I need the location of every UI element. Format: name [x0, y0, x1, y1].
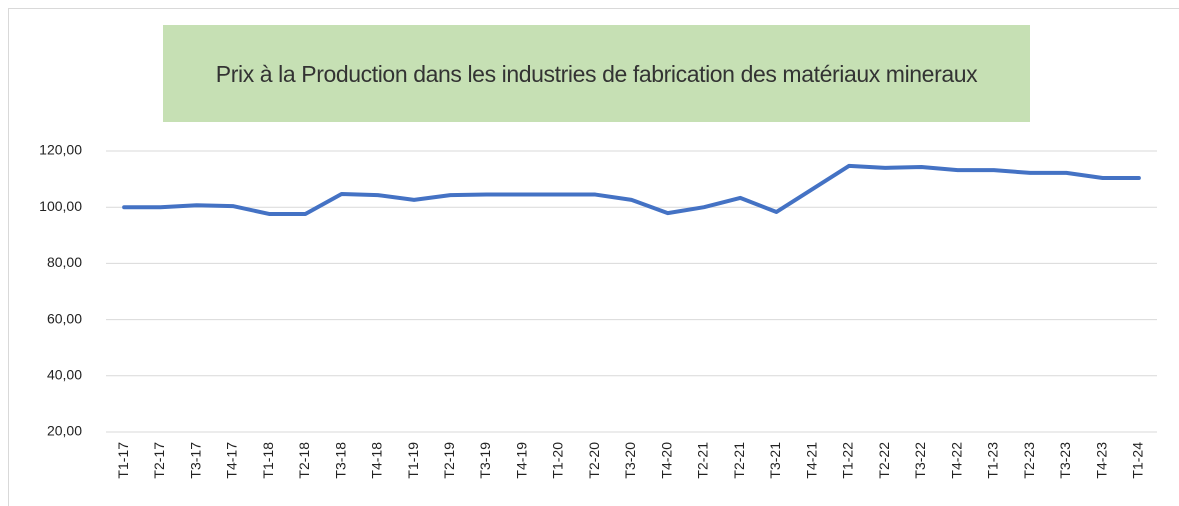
x-tick-label: T1-20: [550, 442, 566, 479]
x-tick-label: T4-22: [948, 442, 964, 479]
x-tick-label: T4-19: [513, 442, 529, 479]
x-tick-label: T2-23: [1021, 442, 1037, 479]
x-tick-label: T4-23: [1093, 442, 1109, 479]
y-tick-label: 80,00: [47, 254, 82, 270]
x-tick-label: T1-19: [405, 442, 421, 479]
chart-border: [8, 8, 1179, 506]
x-tick-label: T3-18: [332, 442, 348, 479]
x-tick-label: T4-17: [224, 442, 240, 479]
y-tick-label: 20,00: [47, 423, 82, 439]
y-tick-label: 40,00: [47, 367, 82, 383]
x-tick-label: T4-21: [803, 442, 819, 479]
x-tick-label: T3-21: [767, 442, 783, 479]
y-tick-label: 120,00: [39, 142, 82, 158]
y-tick-label: 60,00: [47, 310, 82, 326]
chart-title: Prix à la Production dans les industries…: [163, 25, 1030, 122]
y-tick-label: 100,00: [39, 198, 82, 214]
x-tick-label: T1-18: [260, 442, 276, 479]
x-tick-label: T2-18: [296, 442, 312, 479]
x-tick-label: T3-19: [477, 442, 493, 479]
x-tick-label: T3-20: [622, 442, 638, 479]
x-tick-label: T1-17: [115, 442, 131, 479]
x-tick-label: T3-22: [912, 442, 928, 479]
x-tick-label: T4-20: [658, 442, 674, 479]
x-tick-label: T3-23: [1057, 442, 1073, 479]
x-tick-label: T2-17: [151, 442, 167, 479]
data-line: [122, 163, 1141, 216]
x-tick-label: T4-18: [369, 442, 385, 479]
x-tick-label: T1-22: [840, 442, 856, 479]
x-tick-label: T2-19: [441, 442, 457, 479]
x-tick-label: T2-20: [586, 442, 602, 479]
x-tick-label: T3-17: [187, 442, 203, 479]
x-tick-label: T2-22: [876, 442, 892, 479]
x-tick-label: T2-21: [695, 442, 711, 479]
x-tick-label: T2-21: [731, 442, 747, 479]
x-tick-label: T1-23: [985, 442, 1001, 479]
x-tick-label: T1-24: [1130, 442, 1146, 479]
